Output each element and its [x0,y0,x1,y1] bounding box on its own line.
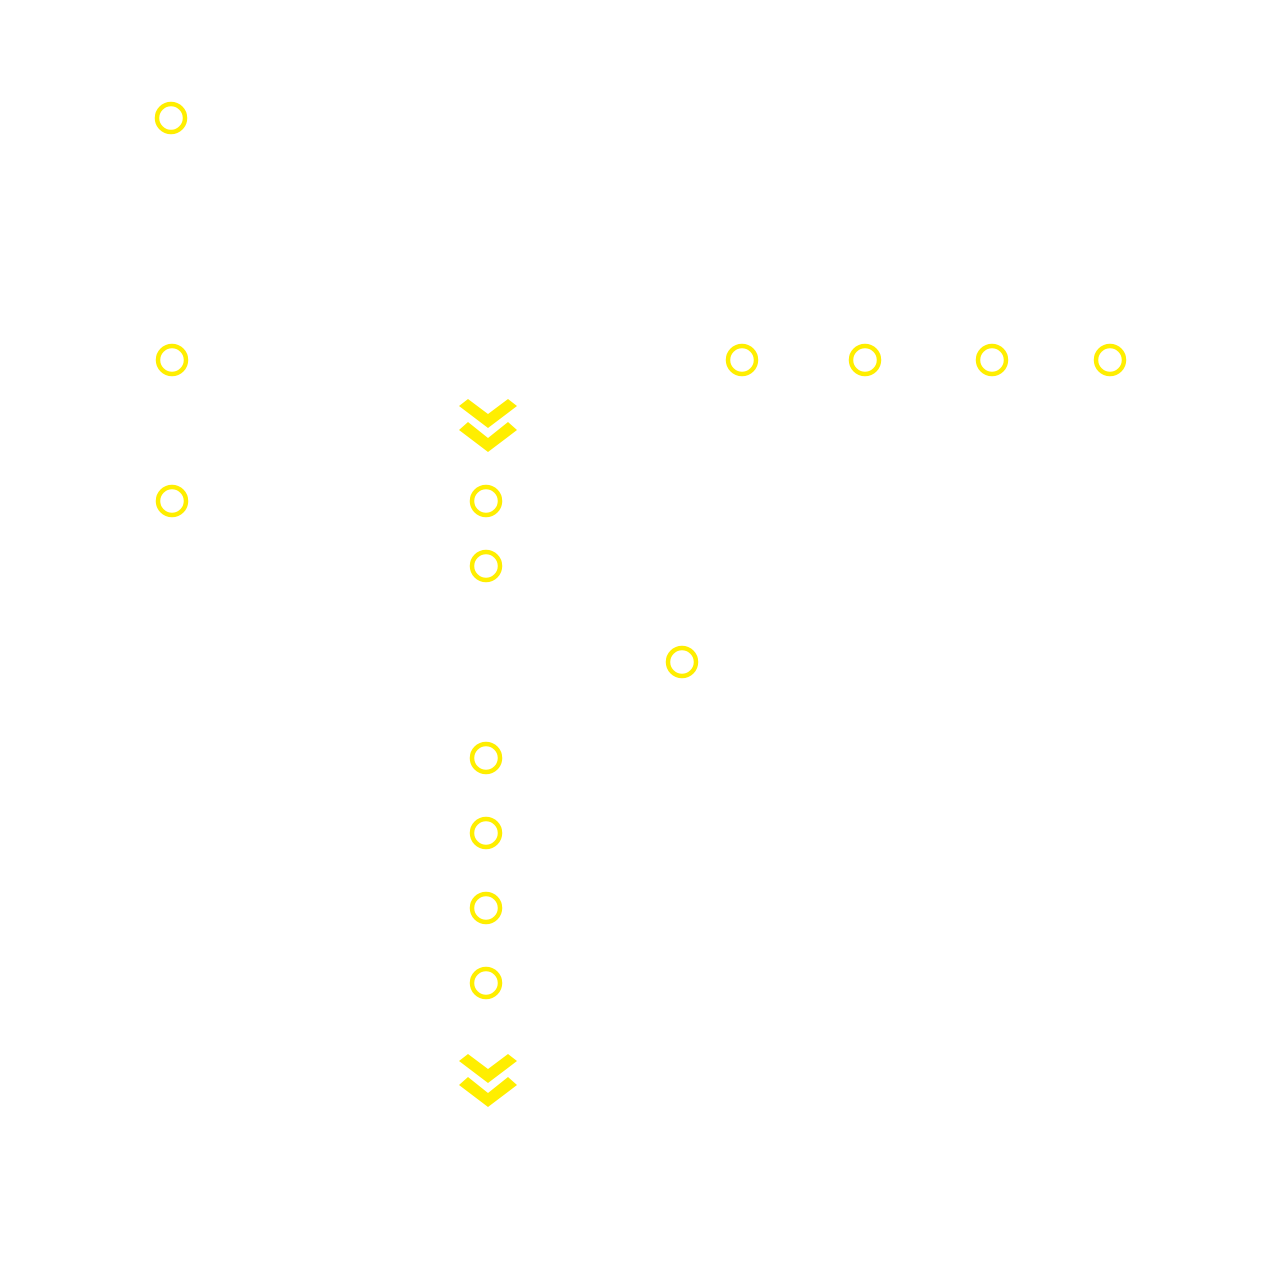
ring-icon [469,966,503,1000]
hotspot-row1-col1[interactable] [154,101,188,135]
double-chevron-down-icon [459,1054,517,1107]
ring-icon [469,549,503,583]
double-chevron-down-icon [459,399,517,452]
expand-bottom[interactable] [457,1051,519,1109]
ring-icon [469,816,503,850]
hotspot-row4-col2[interactable] [469,549,503,583]
hotspot-row6-col2[interactable] [469,741,503,775]
expand-top[interactable] [457,396,519,454]
hotspot-row8-col2[interactable] [469,891,503,925]
hotspot-row2-col4[interactable] [848,343,882,377]
ring-icon [848,343,882,377]
ring-icon [725,343,759,377]
hotspot-row2-col6[interactable] [1093,343,1127,377]
hotspot-row2-col1[interactable] [155,343,189,377]
ring-icon [469,891,503,925]
ring-icon [469,741,503,775]
ring-icon [975,343,1009,377]
hotspot-row3-col1[interactable] [155,484,189,518]
ring-icon [469,484,503,518]
hotspot-row2-col3[interactable] [725,343,759,377]
hotspot-row2-col5[interactable] [975,343,1009,377]
ring-icon [154,101,188,135]
ring-icon [155,343,189,377]
ring-icon [155,484,189,518]
ring-icon [665,645,699,679]
ring-icon [1093,343,1127,377]
hotspot-row5-col3[interactable] [665,645,699,679]
hotspot-row7-col2[interactable] [469,816,503,850]
hotspot-row3-col2[interactable] [469,484,503,518]
hotspot-row9-col2[interactable] [469,966,503,1000]
